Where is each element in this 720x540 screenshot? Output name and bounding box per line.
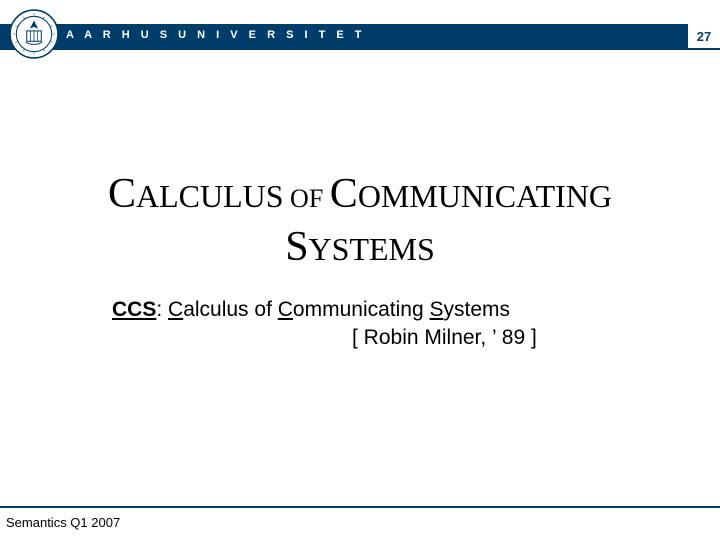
footer-text: Semantics Q1 2007 (6, 515, 120, 530)
title-cap: S (285, 224, 308, 270)
university-seal-icon (8, 8, 60, 60)
colon: : (156, 298, 168, 321)
word-seg: ommunicating (293, 298, 430, 321)
word-seg: alculus of (183, 298, 278, 321)
subtitle-line: CCS: Calculus of Communicating Systems (112, 294, 510, 327)
ccs-abbrev: CCS (112, 298, 156, 321)
title-seg: OMMUNICATING (358, 178, 612, 214)
u-letter: C (168, 298, 183, 321)
page-number: 27 (686, 24, 720, 50)
title-seg: YSTEMS (309, 231, 435, 267)
u-letter: C (278, 298, 293, 321)
title-of: OF (284, 184, 330, 213)
title-cap: C (330, 171, 358, 217)
university-name: A A R H U S U N I V E R S I T E T (66, 29, 365, 41)
title-cap: C (108, 171, 136, 217)
word-seg: ystems (444, 298, 511, 321)
u-letter: S (429, 298, 443, 321)
slide-title: CALCULUS OF COMMUNICATING SYSTEMS (0, 168, 720, 273)
title-seg: ALCULUS (136, 178, 284, 214)
citation: [ Robin Milner, ’ 89 ] (352, 326, 537, 350)
footer-divider (0, 506, 720, 508)
